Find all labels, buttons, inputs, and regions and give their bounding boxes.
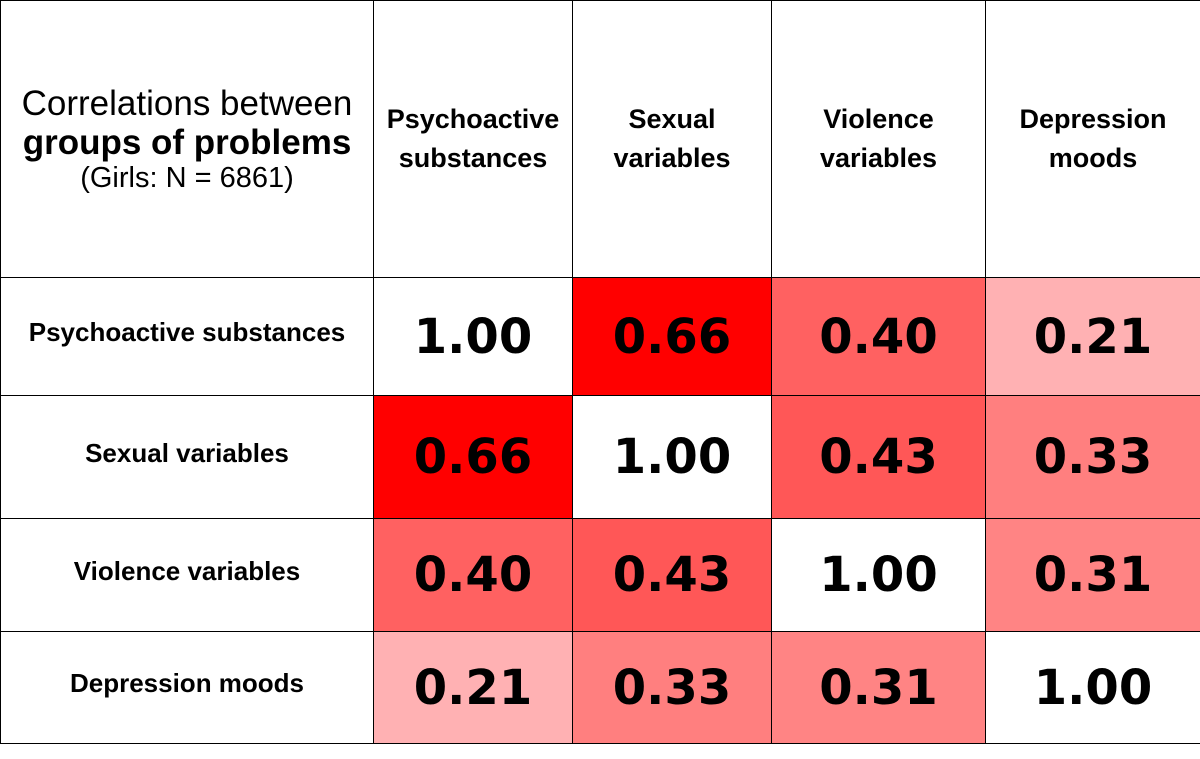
table-title: Correlations between groups of problems (G… bbox=[0, 0, 374, 278]
column-header-label: Sexual variables bbox=[613, 100, 730, 178]
column-header-3: Violence variables bbox=[771, 0, 986, 278]
row-header-3: Violence variables bbox=[0, 518, 374, 632]
heatmap-cell: 0.40 bbox=[771, 277, 986, 396]
column-header-line-2: variables bbox=[613, 143, 731, 173]
column-header-line-1: Sexual bbox=[628, 103, 716, 134]
heatmap-cell: 1.00 bbox=[373, 277, 573, 396]
cell-value: 0.43 bbox=[612, 547, 732, 603]
row-header-1: Psychoactive substances bbox=[0, 277, 374, 396]
column-header-line-1: Violence bbox=[823, 103, 934, 134]
column-header-4: Depression moods bbox=[985, 0, 1200, 278]
heatmap-cell: 0.31 bbox=[771, 631, 986, 744]
column-header-1: Psychoactive substances bbox=[373, 0, 573, 278]
column-header-line-2: substances bbox=[398, 143, 548, 173]
heatmap-cell: 1.00 bbox=[572, 395, 772, 519]
cell-value: 0.21 bbox=[413, 659, 533, 716]
row-header-label: Violence variables bbox=[73, 555, 301, 586]
column-header-line-1: Psychoactive bbox=[386, 103, 560, 134]
column-header-label: Psychoactive substances bbox=[387, 100, 560, 178]
heatmap-cell: 0.43 bbox=[771, 395, 986, 519]
heatmap-cell: 0.21 bbox=[373, 631, 573, 744]
row-header-4: Depression moods bbox=[0, 631, 374, 744]
row-header-label: Psychoactive substances bbox=[28, 317, 346, 347]
column-header-2: Sexual variables bbox=[572, 0, 772, 278]
heatmap-cell: 0.31 bbox=[985, 518, 1200, 632]
title-line-3: (Girls: N = 6861) bbox=[80, 161, 294, 194]
cell-value: 1.00 bbox=[1033, 659, 1153, 716]
heatmap-cell: 0.66 bbox=[373, 395, 573, 519]
cell-value: 0.43 bbox=[819, 429, 938, 485]
column-header-label: Violence variables bbox=[820, 100, 937, 178]
cell-value: 0.31 bbox=[819, 659, 938, 716]
heatmap-cell: 1.00 bbox=[985, 631, 1200, 744]
cell-value: 0.66 bbox=[413, 429, 533, 485]
cell-value: 0.33 bbox=[612, 659, 732, 716]
cell-value: 0.31 bbox=[1033, 547, 1153, 603]
heatmap-cell: 0.33 bbox=[985, 395, 1200, 519]
cell-value: 0.66 bbox=[612, 308, 732, 365]
cell-value: 1.00 bbox=[413, 308, 533, 365]
row-header-label: Depression moods bbox=[69, 668, 305, 698]
heatmap-cell: 0.66 bbox=[572, 277, 772, 396]
heatmap-cell: 1.00 bbox=[771, 518, 986, 632]
column-header-line-2: variables bbox=[819, 143, 938, 173]
cell-value: 1.00 bbox=[819, 547, 938, 603]
row-header-2: Sexual variables bbox=[0, 395, 374, 519]
column-header-label: Depression moods bbox=[1019, 100, 1166, 178]
heatmap-cell: 0.21 bbox=[985, 277, 1200, 396]
heatmap-cell: 0.33 bbox=[572, 631, 772, 744]
title-line-2: groups of problems bbox=[22, 122, 352, 162]
cell-value: 0.21 bbox=[1033, 308, 1153, 365]
cell-value: 0.40 bbox=[413, 547, 533, 603]
title-line-1: Correlations between bbox=[21, 83, 353, 123]
row-header-label: Sexual variables bbox=[85, 437, 289, 468]
heatmap-cell: 0.40 bbox=[373, 518, 573, 632]
cell-value: 1.00 bbox=[612, 429, 732, 485]
column-header-line-1: Depression bbox=[1019, 103, 1167, 134]
cell-value: 0.40 bbox=[819, 308, 938, 365]
column-header-line-2: moods bbox=[1048, 143, 1138, 173]
heatmap-cell: 0.43 bbox=[572, 518, 772, 632]
cell-value: 0.33 bbox=[1033, 429, 1153, 485]
